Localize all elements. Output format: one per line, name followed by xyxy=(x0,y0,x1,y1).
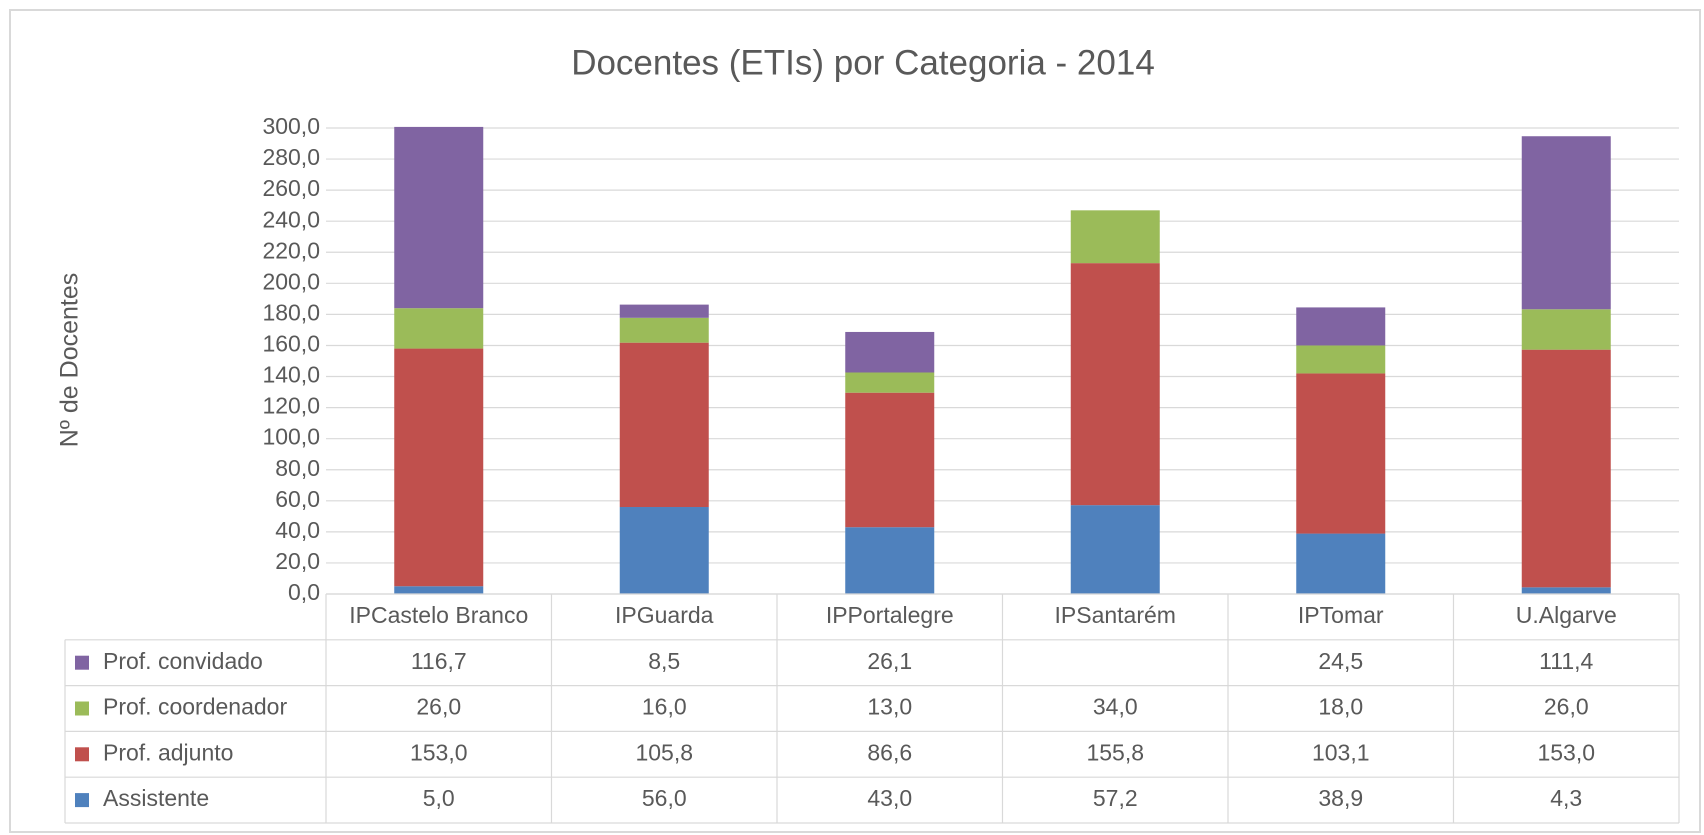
bar-segment xyxy=(619,342,709,508)
bar-segment xyxy=(394,308,484,349)
legend-swatch xyxy=(75,655,89,670)
y-tick-label: 240,0 xyxy=(262,206,320,232)
data-label: 18,0 xyxy=(1318,694,1363,720)
y-tick-label: 200,0 xyxy=(262,268,320,294)
y-tick-label: 300,0 xyxy=(262,113,320,139)
legend-label: Prof. coordenador xyxy=(103,694,287,720)
data-label: 116,7 xyxy=(411,648,467,674)
data-label: 16,0 xyxy=(642,694,687,720)
bar-segment xyxy=(1521,587,1611,594)
data-label: 111,4 xyxy=(1539,648,1593,674)
y-tick-label: 20,0 xyxy=(275,548,320,574)
data-label: 13,0 xyxy=(867,694,912,720)
y-tick-label: 120,0 xyxy=(262,393,320,419)
bar-segment xyxy=(619,317,709,343)
data-label: 103,1 xyxy=(1312,739,1370,765)
y-tick-label: 80,0 xyxy=(275,455,320,481)
bar-segment xyxy=(1296,533,1386,594)
x-tick-label: U.Algarve xyxy=(1516,602,1617,628)
y-tick-label: 180,0 xyxy=(262,299,320,325)
bar-segment xyxy=(845,392,935,528)
bar-segment xyxy=(1296,373,1386,534)
bar-segment xyxy=(1070,263,1160,506)
y-tick-label: 280,0 xyxy=(262,144,320,170)
y-axis-label: Nº de Docentes xyxy=(56,273,84,448)
data-label: 56,0 xyxy=(642,785,687,811)
legend-swatch xyxy=(75,701,89,716)
bar-segment xyxy=(619,507,709,594)
data-label: 153,0 xyxy=(1537,739,1595,765)
bar-segment xyxy=(1521,309,1611,350)
y-tick-label: 60,0 xyxy=(275,486,320,512)
bar-segment xyxy=(394,348,484,587)
legend-label: Assistente xyxy=(103,785,209,811)
bar-segment xyxy=(394,586,484,594)
bar-segment xyxy=(1296,307,1386,346)
bar-segment xyxy=(1521,136,1611,310)
chart-title: Docentes (ETIs) por Categoria - 2014 xyxy=(571,43,1155,82)
data-label: 86,6 xyxy=(867,739,912,765)
bar-segment xyxy=(1070,210,1160,264)
bar-segment xyxy=(1070,505,1160,594)
data-label: 43,0 xyxy=(867,785,912,811)
y-tick-label: 220,0 xyxy=(262,237,320,263)
x-tick-label: IPGuarda xyxy=(615,602,714,628)
bar-segment xyxy=(845,372,935,393)
data-label: 4,3 xyxy=(1550,785,1582,811)
y-tick-label: 160,0 xyxy=(262,331,320,357)
bar-segment xyxy=(1296,345,1386,374)
legend-swatch xyxy=(75,793,89,808)
y-tick-label: 0,0 xyxy=(288,579,320,605)
bar-segment xyxy=(619,304,709,318)
legend-label: Prof. adjunto xyxy=(103,739,233,765)
data-label: 153,0 xyxy=(410,739,468,765)
data-label: 26,1 xyxy=(867,648,912,674)
x-tick-label: IPCastelo Branco xyxy=(349,602,528,628)
data-label: 105,8 xyxy=(635,739,693,765)
bar-segment xyxy=(1521,349,1611,588)
x-tick-label: IPSantarém xyxy=(1055,602,1176,628)
data-label: 24,5 xyxy=(1318,648,1363,674)
legend-swatch xyxy=(75,747,89,762)
bar-segment xyxy=(845,527,935,594)
data-label: 155,8 xyxy=(1086,739,1144,765)
bar-segment xyxy=(394,126,484,309)
data-label: 8,5 xyxy=(648,648,680,674)
y-tick-label: 260,0 xyxy=(262,175,320,201)
data-label: 26,0 xyxy=(416,694,461,720)
data-label: 26,0 xyxy=(1544,694,1589,720)
data-label: 5,0 xyxy=(423,785,455,811)
y-tick-label: 140,0 xyxy=(262,362,320,388)
data-label: 57,2 xyxy=(1093,785,1138,811)
y-tick-label: 40,0 xyxy=(275,517,320,543)
x-tick-label: IPTomar xyxy=(1298,602,1384,628)
legend-label: Prof. convidado xyxy=(103,648,263,674)
x-tick-label: IPPortalegre xyxy=(826,602,954,628)
data-label: 34,0 xyxy=(1093,694,1138,720)
data-label: 38,9 xyxy=(1318,785,1363,811)
y-tick-label: 100,0 xyxy=(262,424,320,450)
bar-segment xyxy=(845,331,935,373)
